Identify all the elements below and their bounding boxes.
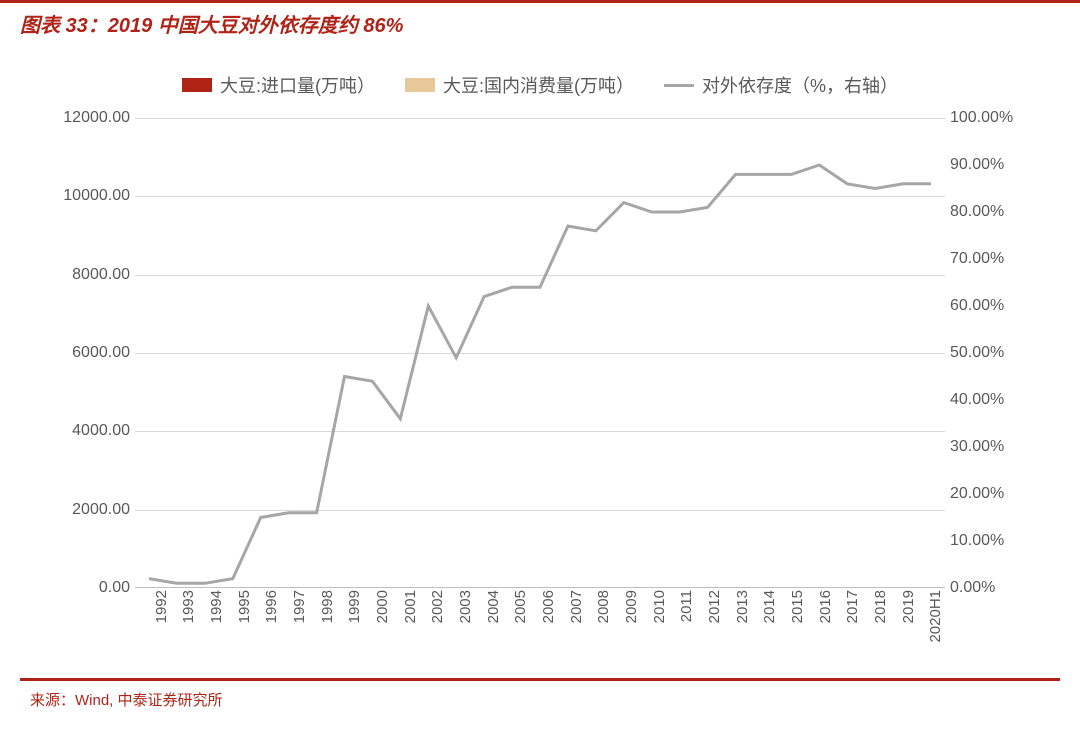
x-label: 2005 xyxy=(499,588,527,628)
x-label: 2012 xyxy=(692,588,720,628)
x-label: 1995 xyxy=(222,588,250,628)
y-right-tick: 100.00% xyxy=(950,109,1040,127)
y-axis-right: 0.00%10.00%20.00%30.00%40.00%50.00%60.00… xyxy=(945,118,1040,588)
x-label: 2011 xyxy=(664,588,692,628)
plot-area xyxy=(135,118,945,588)
x-label: 2006 xyxy=(526,588,554,628)
y-right-tick: 40.00% xyxy=(950,391,1040,409)
legend-label-consume: 大豆:国内消费量(万吨） xyxy=(443,72,634,98)
y-left-tick: 2000.00 xyxy=(40,501,130,519)
legend-item-consume: 大豆:国内消费量(万吨） xyxy=(405,72,634,98)
x-label: 2019 xyxy=(886,588,914,628)
y-right-tick: 20.00% xyxy=(950,485,1040,503)
x-label: 1999 xyxy=(333,588,361,628)
y-left-tick: 0.00 xyxy=(40,579,130,597)
y-left-tick: 12000.00 xyxy=(40,109,130,127)
swatch-ratio xyxy=(664,84,694,87)
y-right-tick: 80.00% xyxy=(950,203,1040,221)
chart-title-bar: 图表 33：2019 中国大豆对外依存度约 86% xyxy=(0,0,1080,42)
y-left-tick: 8000.00 xyxy=(40,266,130,284)
x-label: 1994 xyxy=(194,588,222,628)
x-label: 2003 xyxy=(443,588,471,628)
swatch-consume xyxy=(405,78,435,92)
chart-title: 图表 33：2019 中国大豆对外依存度约 86% xyxy=(20,15,403,37)
x-label: 2001 xyxy=(388,588,416,628)
bars-container xyxy=(135,118,945,588)
y-right-tick: 50.00% xyxy=(950,344,1040,362)
x-label: 2010 xyxy=(637,588,665,628)
x-label: 2008 xyxy=(582,588,610,628)
y-right-tick: 90.00% xyxy=(950,156,1040,174)
y-left-tick: 6000.00 xyxy=(40,344,130,362)
x-label: 2015 xyxy=(775,588,803,628)
x-label: 2004 xyxy=(471,588,499,628)
x-label: 2000 xyxy=(360,588,388,628)
legend: 大豆:进口量(万吨） 大豆:国内消费量(万吨） 对外依存度（%，右轴） xyxy=(30,72,1050,98)
legend-label-ratio: 对外依存度（%，右轴） xyxy=(702,72,898,98)
legend-item-import: 大豆:进口量(万吨） xyxy=(182,72,375,98)
x-label: 2016 xyxy=(803,588,831,628)
y-left-tick: 4000.00 xyxy=(40,422,130,440)
x-label: 1992 xyxy=(139,588,167,628)
x-label: 2014 xyxy=(747,588,775,628)
chart-container: 大豆:进口量(万吨） 大豆:国内消费量(万吨） 对外依存度（%，右轴） 0.00… xyxy=(0,42,1080,628)
y-axis-left: 0.002000.004000.006000.008000.0010000.00… xyxy=(40,118,135,588)
swatch-import xyxy=(182,78,212,92)
y-right-tick: 30.00% xyxy=(950,438,1040,456)
x-label: 2009 xyxy=(609,588,637,628)
x-label: 1997 xyxy=(277,588,305,628)
legend-label-import: 大豆:进口量(万吨） xyxy=(220,72,375,98)
y-right-tick: 10.00% xyxy=(950,532,1040,550)
x-label: 1996 xyxy=(250,588,278,628)
x-label: 2017 xyxy=(830,588,858,628)
x-label: 2002 xyxy=(416,588,444,628)
source-text: 来源：Wind, 中泰证券研究所 xyxy=(0,681,1080,718)
x-axis-labels: 1992199319941995199619971998199920002001… xyxy=(135,588,945,628)
y-right-tick: 0.00% xyxy=(950,579,1040,597)
y-right-tick: 70.00% xyxy=(950,250,1040,268)
y-left-tick: 10000.00 xyxy=(40,187,130,205)
chart-area: 0.00 2000.00 4000.00 6000.00 8000.00 10000.00… xyxy=(40,108,1040,628)
x-label: 2020H1 xyxy=(913,588,941,628)
x-label: 2007 xyxy=(554,588,582,628)
legend-item-ratio: 对外依存度（%，右轴） xyxy=(664,72,898,98)
x-label: 2013 xyxy=(720,588,748,628)
x-label: 1993 xyxy=(167,588,195,628)
y-right-tick: 60.00% xyxy=(950,297,1040,315)
x-label: 1998 xyxy=(305,588,333,628)
x-label: 2018 xyxy=(858,588,886,628)
